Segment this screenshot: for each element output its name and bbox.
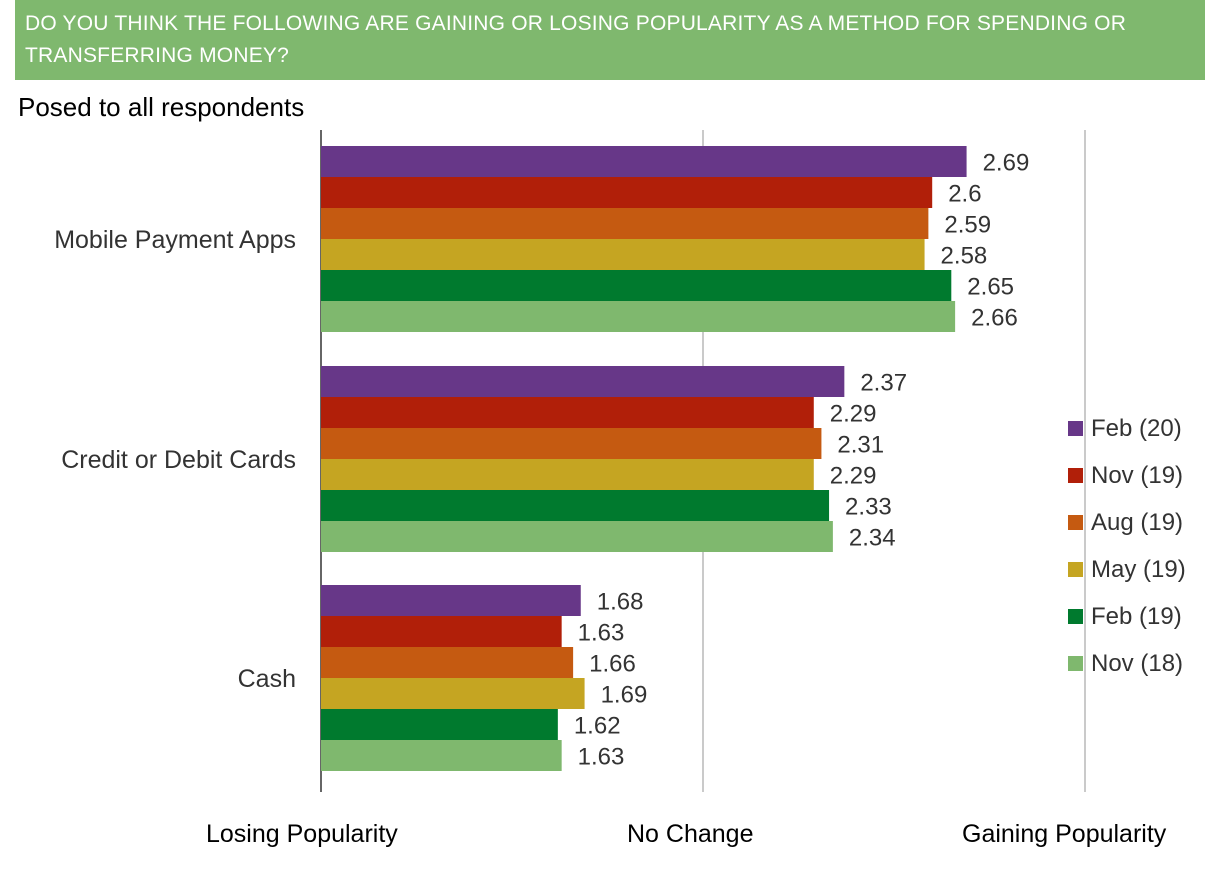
legend-item: Nov (18) <box>1068 640 1208 687</box>
data-label: 1.68 <box>597 589 644 616</box>
bar <box>321 616 562 647</box>
bar <box>321 208 929 239</box>
bar <box>321 585 581 616</box>
bar <box>321 490 830 521</box>
data-label: 1.69 <box>601 682 648 709</box>
legend-swatch <box>1068 468 1083 483</box>
data-label: 1.62 <box>574 713 621 740</box>
data-label: 2.31 <box>837 432 884 459</box>
bar <box>321 678 585 709</box>
x-axis-label-gaining: Gaining Popularity <box>962 820 1167 848</box>
legend-label: May (19) <box>1091 555 1186 583</box>
question-title: DO YOU THINK THE FOLLOWING ARE GAINING O… <box>25 12 1127 67</box>
data-label: 2.69 <box>983 150 1030 177</box>
legend-item: Feb (19) <box>1068 593 1208 640</box>
bar <box>321 366 845 397</box>
bar <box>321 521 833 552</box>
bar <box>321 397 814 428</box>
bar <box>321 709 558 740</box>
question-banner: DO YOU THINK THE FOLLOWING ARE GAINING O… <box>15 0 1205 80</box>
legend-swatch <box>1068 609 1083 624</box>
data-label: 2.59 <box>944 212 991 239</box>
category-label: Mobile Payment Apps <box>54 226 296 254</box>
chart-legend: Feb (20) Nov (19) Aug (19) May (19) Feb (19)… <box>1068 405 1208 687</box>
data-label: 2.29 <box>830 401 877 428</box>
bar <box>321 270 952 301</box>
data-label: 2.6 <box>948 181 981 208</box>
category-label: Cash <box>238 665 296 693</box>
legend-swatch <box>1068 421 1083 436</box>
x-axis-label-losing: Losing Popularity <box>206 820 398 848</box>
bar <box>321 428 822 459</box>
bar <box>321 459 814 490</box>
bar <box>321 740 562 771</box>
legend-item: May (19) <box>1068 546 1208 593</box>
bar <box>321 177 933 208</box>
chart-subtitle: Posed to all respondents <box>18 92 305 122</box>
bar <box>321 301 956 332</box>
data-label: 1.66 <box>589 651 636 678</box>
data-label: 2.58 <box>941 243 988 270</box>
data-label: 2.66 <box>971 305 1018 332</box>
data-label: 1.63 <box>578 744 625 771</box>
data-label: 2.34 <box>849 525 896 552</box>
legend-label: Feb (19) <box>1091 602 1182 630</box>
category-label: Credit or Debit Cards <box>61 446 296 474</box>
legend-item: Nov (19) <box>1068 452 1208 499</box>
legend-label: Nov (18) <box>1091 649 1184 677</box>
legend-item: Aug (19) <box>1068 499 1208 546</box>
data-label: 2.37 <box>860 370 907 397</box>
data-label: 1.63 <box>578 620 625 647</box>
data-label: 2.33 <box>845 494 892 521</box>
legend-label: Aug (19) <box>1091 508 1184 536</box>
legend-item: Feb (20) <box>1068 405 1208 452</box>
data-label: 2.29 <box>830 463 877 490</box>
x-axis-label-no-change: No Change <box>627 820 754 848</box>
data-label: 2.65 <box>967 274 1014 301</box>
legend-label: Nov (19) <box>1091 461 1184 489</box>
bar <box>321 647 574 678</box>
legend-swatch <box>1068 656 1083 671</box>
legend-swatch <box>1068 515 1083 530</box>
bar <box>321 146 967 177</box>
legend-swatch <box>1068 562 1083 577</box>
bar <box>321 239 925 270</box>
legend-label: Feb (20) <box>1091 414 1182 442</box>
